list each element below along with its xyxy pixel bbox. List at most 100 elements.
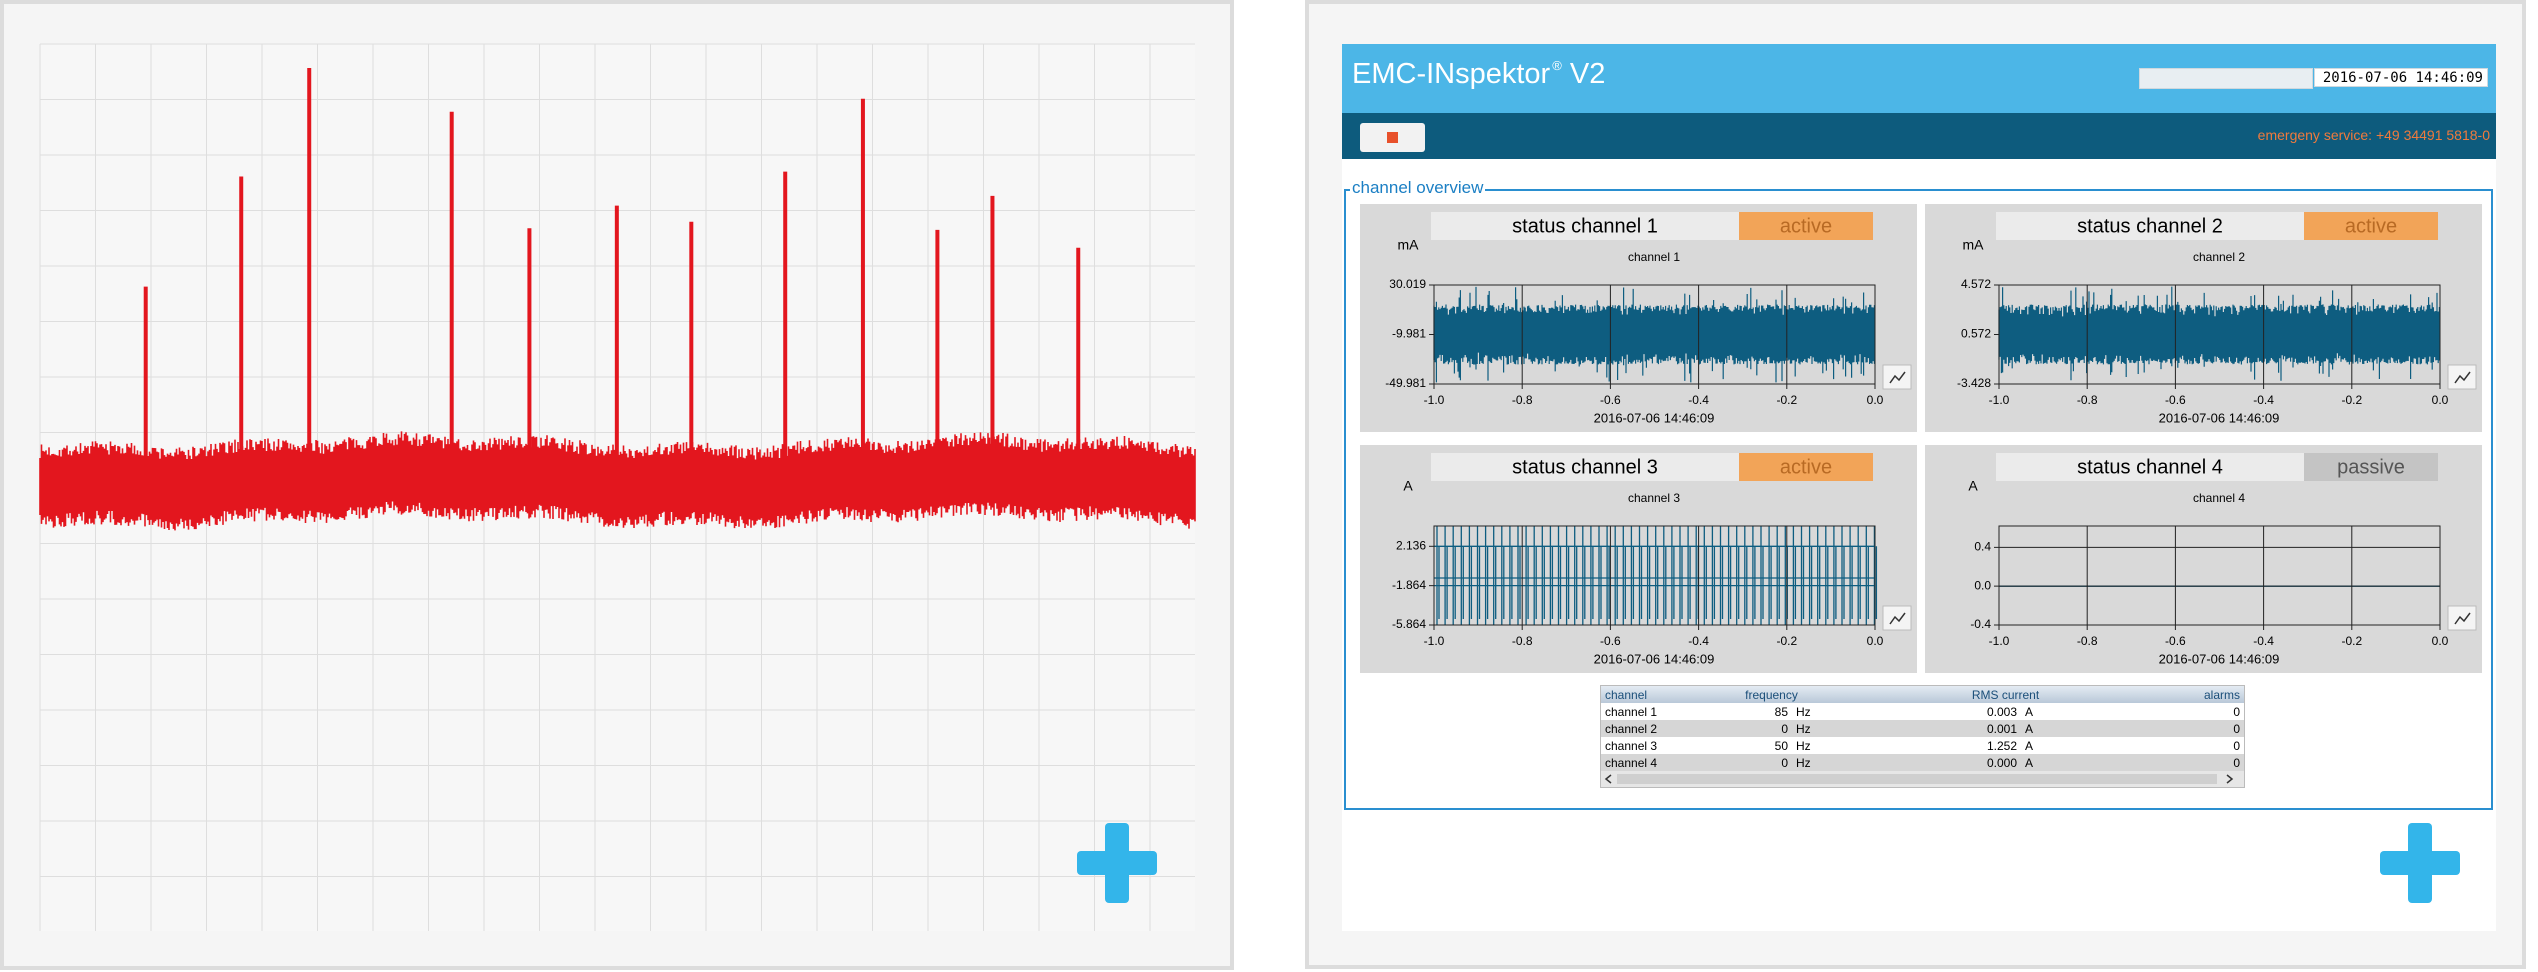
state-label: active: [2345, 215, 2397, 237]
state-box: [2304, 212, 2438, 240]
chart-title: channel 1: [1628, 250, 1680, 264]
table-cell: 0.000: [1986, 755, 2017, 770]
header-row: channel frequency RMS current alarms: [1601, 686, 2244, 703]
status-box: [1431, 212, 1739, 240]
plot-border: [1998, 525, 2441, 626]
x-tick-label: -0.2: [2341, 634, 2362, 648]
table-cell: channel 2: [1605, 721, 1658, 736]
y-tick-label: 0.572: [1961, 327, 1991, 341]
scroll-left[interactable]: [1604, 774, 1612, 784]
datetime-label: [2139, 68, 2313, 89]
channel-panel: status channel 2 active mA channel 2 -1.0 -0.…: [1925, 204, 2482, 432]
x-tick-label: -0.8: [1512, 393, 1533, 407]
channel-panel: status channel 1 active mA channel 1 -1.0 -0.…: [1360, 204, 1917, 432]
table-cell: Hz: [1796, 738, 1811, 753]
table-row: channel 1 85 Hz 0.003 A 0: [1601, 703, 2244, 720]
chart-title: channel 4: [2193, 491, 2245, 505]
table-cell: A: [2025, 755, 2034, 770]
state-box: [1739, 453, 1873, 481]
state-label: active: [1780, 215, 1832, 237]
chart-button[interactable]: [2447, 605, 2477, 631]
table-cell: Hz: [1796, 704, 1811, 719]
x-tick-label: -1.0: [1989, 393, 2010, 407]
scrollbar[interactable]: [1601, 771, 2244, 787]
title: EMC-INspektor: [1352, 58, 1551, 90]
y-tick-label: 0.0: [1974, 578, 1991, 592]
y-tick-label: -1.864: [1392, 578, 1426, 592]
x-tick-label: 0.0: [2432, 393, 2449, 407]
toolbar: emergeny service: +49 34491 5818-0: [1342, 113, 2496, 159]
table-cell: 50: [1774, 738, 1788, 753]
unit-label: A: [1403, 478, 1413, 494]
x-tick-label: -0.6: [2165, 634, 2186, 648]
column-header: RMS current: [1864, 686, 2147, 703]
x-tick-label: -0.6: [1600, 634, 1621, 648]
table-cell: A: [2025, 721, 2034, 736]
table-cell: A: [2025, 738, 2034, 753]
y-tick-label: -49.981: [1385, 376, 1426, 390]
x-tick-label: -0.8: [1512, 634, 1533, 648]
column-header: frequency: [1679, 686, 1864, 703]
chart-title: channel 3: [1628, 491, 1680, 505]
y-tick-label: 4.572: [1961, 277, 1991, 291]
timestamp: 2016-07-06 14:46:09: [2159, 651, 2280, 666]
table-cell: 0: [2233, 704, 2240, 719]
stop-button[interactable]: [1360, 123, 1425, 152]
table-cell: Hz: [1796, 755, 1811, 770]
x-tick-label: -1.0: [1989, 634, 2010, 648]
timestamp: 2016-07-06 14:46:09: [2159, 410, 2280, 425]
y-tick-label: 2.136: [1396, 538, 1426, 552]
overview-legend: channel overview: [1350, 178, 1486, 198]
x-tick-label: -1.0: [1424, 393, 1445, 407]
waveform-view: [39, 43, 1196, 931]
app-title: EMC-INspektor ® V2: [1352, 58, 1605, 91]
state-label: passive: [2337, 456, 2405, 478]
x-tick-label: -0.4: [1688, 393, 1709, 407]
add-button[interactable]: [1077, 823, 1157, 903]
state-label: active: [1780, 456, 1832, 478]
table-cell: 85: [1774, 704, 1788, 719]
table: channel frequency RMS current alarms cha…: [1601, 686, 2244, 771]
chart-button-icon: [2454, 612, 2471, 625]
chart-button[interactable]: [1882, 605, 1912, 631]
y-tick-label: 0.4: [1974, 540, 1991, 554]
x-tick-label: -1.0: [1424, 634, 1445, 648]
emergency-contact: emergeny service: +49 34491 5818-0: [2257, 127, 2490, 143]
x-tick-label: 0.0: [1867, 634, 1884, 648]
table-row: channel 2 0 Hz 0.001 A 0: [1601, 720, 2244, 737]
state-box: [2304, 453, 2438, 481]
chart-button-icon: [2454, 371, 2471, 384]
y-tick-label: -9.981: [1392, 327, 1426, 341]
table-cell: 0: [1781, 721, 1788, 736]
status-box: [1996, 212, 2304, 240]
unit-label: mA: [1963, 237, 1985, 253]
chart-button[interactable]: [1882, 364, 1912, 390]
chart-button-icon: [1889, 612, 1906, 625]
status-label: status channel 1: [1512, 215, 1658, 237]
table-cell: channel 3: [1605, 738, 1658, 753]
plot-border: [1433, 525, 1876, 626]
table-cell: 0: [2233, 721, 2240, 736]
status-label: status channel 2: [2077, 215, 2223, 237]
x-tick-label: -0.6: [2165, 393, 2186, 407]
scroll-thumb[interactable]: [1617, 774, 2217, 784]
plot-border: [1433, 284, 1876, 385]
table-cell: 1.252: [1986, 738, 2017, 753]
table-cell: 0: [2233, 738, 2240, 753]
x-tick-label: -0.8: [2077, 634, 2098, 648]
x-tick-label: -0.6: [1600, 393, 1621, 407]
status-label: status channel 4: [2077, 456, 2223, 478]
stop-icon: [1387, 132, 1398, 143]
header-bar: EMC-INspektor ® V2 2016-07-06 14:46:09: [1342, 44, 2496, 113]
table-row: channel 4 0 Hz 0.000 A 0: [1601, 754, 2244, 771]
add-button[interactable]: [2380, 823, 2460, 903]
scroll-right[interactable]: [2226, 774, 2234, 784]
table-cell: channel 4: [1605, 755, 1658, 770]
channel-table: channel frequency RMS current alarms cha…: [1600, 685, 2245, 788]
status-label: status channel 3: [1512, 456, 1658, 478]
timestamp: 2016-07-06 14:46:09: [1594, 410, 1715, 425]
column-header: alarms: [2147, 686, 2244, 703]
chart-button[interactable]: [2447, 364, 2477, 390]
